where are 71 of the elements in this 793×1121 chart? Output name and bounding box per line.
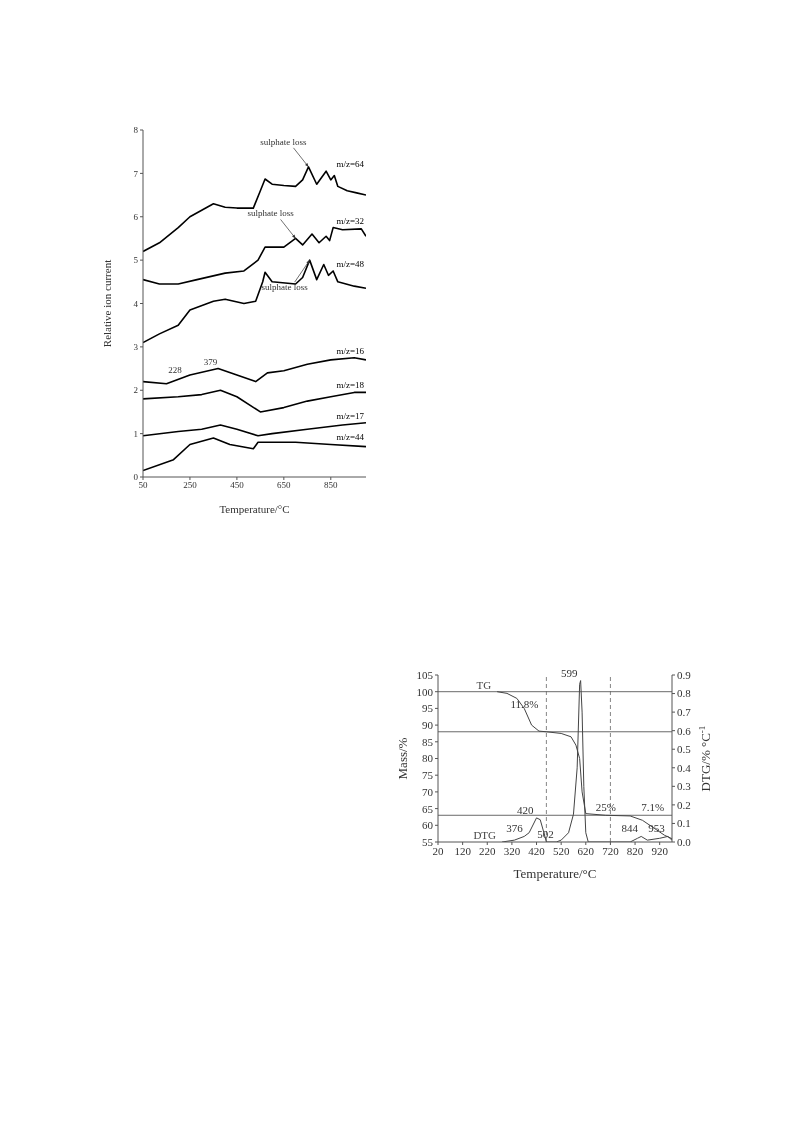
- x-tick-label: 620: [577, 844, 595, 857]
- series-label: m/z=18: [336, 380, 365, 391]
- y-tick-label: 80: [422, 752, 434, 765]
- x-tick-label: 820: [626, 844, 644, 857]
- y-tick-label: 6: [133, 211, 139, 222]
- series-label: m/z=64: [336, 159, 365, 170]
- x-tick-label: 220: [479, 844, 497, 857]
- y-tick-label: 8: [133, 125, 139, 136]
- y-tick-label: 7: [133, 168, 139, 179]
- y2-tick-label: 0.7: [677, 706, 692, 719]
- y-axis-title: Mass/%: [394, 737, 410, 780]
- y-tick-label: 105: [416, 668, 434, 681]
- y-tick-label: 65: [422, 802, 434, 815]
- y-axis-title: Relative ion current: [100, 259, 113, 348]
- x-tick-label: 120: [454, 844, 472, 857]
- x-tick-label: 650: [277, 480, 292, 491]
- series-label: TG: [476, 678, 492, 691]
- annotation: sulphate loss: [261, 282, 309, 293]
- y-tick-label: 3: [133, 342, 139, 353]
- y2-tick-label: 0.0: [677, 835, 692, 848]
- y-tick-label: 70: [422, 785, 434, 798]
- series-label: DTG: [473, 829, 497, 841]
- y2-tick-label: 0.6: [677, 724, 692, 737]
- series-label: m/z=44: [336, 432, 365, 443]
- y2-tick-label: 0.1: [677, 817, 691, 830]
- y-tick-label: 100: [416, 685, 434, 698]
- series-label: m/z=32: [336, 215, 364, 226]
- y2-tick-label: 0.4: [677, 761, 692, 774]
- annotation: 25%: [595, 801, 617, 814]
- annotation: 379: [203, 356, 218, 367]
- y-tick-label: 1: [133, 428, 138, 439]
- series-label: m/z=48: [336, 258, 365, 269]
- y-tick-label: 85: [422, 735, 434, 748]
- x-axis-title: Temperature/°C: [513, 866, 597, 881]
- x-tick-label: 320: [503, 844, 521, 857]
- annotation: sulphate loss: [260, 136, 308, 147]
- y-tick-label: 5: [133, 255, 139, 266]
- annotation: 420: [517, 803, 535, 816]
- y-tick-label: 90: [422, 719, 434, 732]
- y-tick-label: 95: [422, 702, 434, 715]
- y2-tick-label: 0.3: [677, 780, 692, 793]
- annotation: 376: [506, 822, 524, 835]
- series-label: m/z=17: [336, 410, 365, 421]
- y2-tick-label: 0.2: [677, 798, 691, 811]
- x-tick-label: 850: [324, 480, 339, 491]
- x-tick-label: 420: [528, 844, 546, 857]
- y-tick-label: 60: [422, 819, 434, 832]
- annotation: 228: [168, 365, 183, 376]
- x-axis-title: Temperature/°C: [219, 503, 290, 515]
- y2-tick-label: 0.8: [677, 687, 692, 700]
- series-label: m/z=16: [336, 345, 365, 356]
- annotation: sulphate loss: [247, 208, 295, 219]
- y-tick-label: 75: [422, 769, 434, 782]
- x-tick-label: 920: [651, 844, 669, 857]
- y2-tick-label: 0.9: [677, 668, 692, 681]
- annotation: 7.1%: [641, 801, 665, 814]
- x-tick-label: 250: [183, 480, 198, 491]
- y-tick-label: 55: [422, 835, 434, 848]
- annotation: 844: [621, 822, 639, 835]
- x-tick-label: 520: [552, 844, 570, 857]
- annotation: 11.8%: [510, 697, 539, 710]
- y2-tick-label: 0.5: [677, 743, 692, 756]
- y-tick-label: 0: [133, 472, 139, 483]
- annotation: 599: [561, 666, 579, 679]
- annotation: 502: [537, 828, 554, 840]
- y-tick-label: 4: [133, 298, 139, 309]
- x-tick-label: 720: [602, 844, 620, 857]
- x-tick-label: 50: [138, 480, 148, 491]
- x-tick-label: 20: [432, 844, 444, 857]
- x-tick-label: 450: [230, 480, 245, 491]
- y-tick-label: 2: [133, 385, 138, 396]
